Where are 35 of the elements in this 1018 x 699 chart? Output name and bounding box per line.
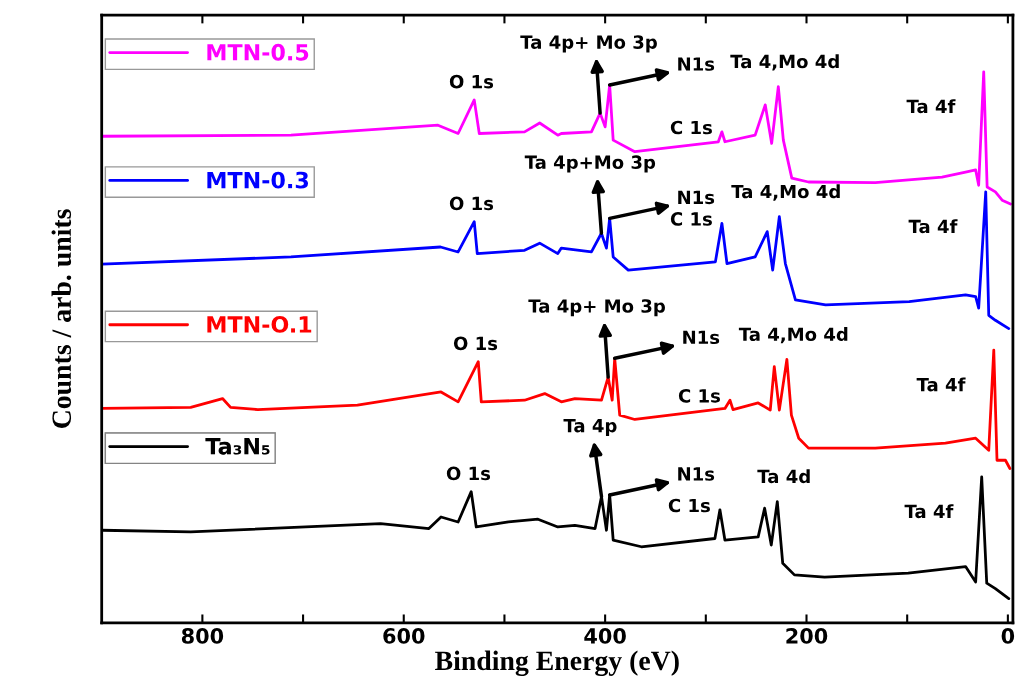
annotation: N1s <box>678 190 715 205</box>
x-tick-label: 200 <box>786 628 828 644</box>
annotation: Ta 4f <box>906 99 956 114</box>
x-tick-label: 600 <box>383 628 425 644</box>
x-tick-label: 400 <box>584 628 626 644</box>
annotation: N1s <box>683 330 720 345</box>
annotation: C 1s <box>678 389 720 403</box>
legend-label: Ta₃N₅ <box>205 438 270 455</box>
annotation: Ta 4p <box>563 419 617 436</box>
annotation: Ta 4,Mo 4d <box>730 54 839 71</box>
annotation: C 1s <box>668 498 710 513</box>
annotation: N1s <box>678 467 715 481</box>
annotation: O 1s <box>449 196 494 211</box>
annotation: Ta 4p+ Mo 3p <box>520 35 657 53</box>
annotation: Ta 4f <box>904 504 954 519</box>
annotation: Ta 4d <box>757 469 810 484</box>
annotation: N1s <box>678 57 715 71</box>
annotation: C 1s <box>670 212 712 226</box>
annotation: O 1s <box>453 336 498 351</box>
annotation: C 1s <box>670 120 712 135</box>
legend-label: MTN-0.5 <box>207 43 309 61</box>
legend-label: MTN-O.1 <box>207 316 312 333</box>
annotation: Ta 4p+Mo 3p <box>524 155 656 173</box>
legend-label: MTN-0.3 <box>207 171 309 189</box>
x-axis-title: Binding Energy (eV) <box>435 650 679 677</box>
annotation: Ta 4,Mo 4d <box>731 184 840 201</box>
annotation: O 1s <box>446 466 491 481</box>
x-tick-label: 0 <box>1001 628 1015 644</box>
annotation: Ta 4f <box>916 377 966 392</box>
y-axis-title: Counts / arb. units <box>51 209 72 428</box>
annotation: Ta 4f <box>908 219 958 234</box>
annotation: Ta 4,Mo 4d <box>738 327 848 344</box>
x-tick-label: 800 <box>181 628 224 644</box>
annotation: Ta 4p+ Mo 3p <box>528 299 665 317</box>
annotation: O 1s <box>449 74 494 89</box>
